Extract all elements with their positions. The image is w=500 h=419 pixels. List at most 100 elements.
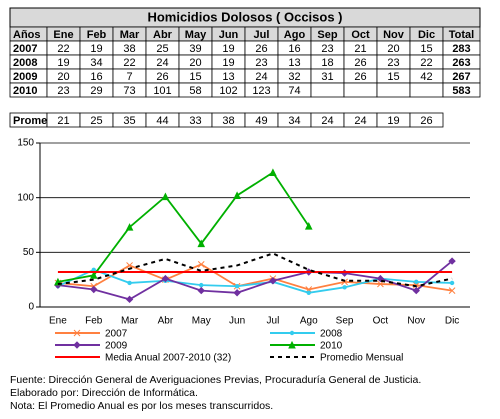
series-line: [57, 252, 453, 288]
cell-text: Abr: [153, 29, 173, 41]
cell-text: 34: [288, 115, 300, 127]
point: [304, 221, 313, 230]
cell-text: 38: [123, 43, 135, 55]
cell-text: 23: [387, 57, 399, 69]
cell-text: 32: [288, 71, 300, 83]
legend-marker: [288, 340, 296, 349]
point: [125, 223, 134, 231]
point: [161, 274, 170, 283]
point: [199, 282, 204, 288]
x-tick-label: Jul: [267, 316, 280, 327]
y-tick-label: 0: [28, 302, 34, 313]
cell-text: 23: [57, 85, 69, 97]
cell-text: 583: [452, 85, 470, 97]
cell-text: 16: [90, 71, 102, 83]
table-cell: [343, 82, 378, 98]
cell-text: Mar: [120, 29, 140, 41]
cell-text: Años: [13, 29, 41, 41]
point: [448, 257, 456, 265]
legend-label: 2007: [105, 329, 128, 340]
cell-text: 267: [452, 71, 470, 83]
point: [377, 280, 384, 288]
point: [234, 284, 240, 289]
footnote: Fuente: Dirección General de Averiguacio…: [10, 374, 421, 386]
point: [161, 192, 170, 201]
cell-text: 2009: [13, 71, 37, 83]
table-cell: [310, 82, 345, 98]
point: [90, 285, 98, 294]
cell-text: 38: [222, 115, 234, 127]
cell-text: 16: [288, 43, 300, 55]
x-tick-label: Mar: [121, 316, 139, 327]
legend-label: Promedio Mensual: [320, 353, 403, 364]
cell-text: 24: [156, 57, 168, 69]
cell-text: 39: [189, 43, 201, 55]
cell-text: Dic: [418, 29, 435, 41]
cell-text: 15: [189, 71, 201, 83]
cell-text: 283: [452, 43, 470, 55]
series-line: [57, 268, 453, 294]
table-cell: [409, 82, 444, 98]
series-line: [57, 260, 453, 301]
table-title: Homicidios Dolosos ( Occisos ): [147, 9, 342, 24]
cell-text: 22: [420, 57, 432, 69]
legend-marker: [73, 329, 81, 337]
cell-text: 2008: [13, 57, 37, 69]
legend-label: Media Anual 2007-2010 (32): [105, 353, 231, 364]
cell-text: 26: [354, 71, 366, 83]
table-cell: [376, 82, 411, 98]
x-tick-label: Feb: [85, 316, 103, 327]
cell-text: 19: [57, 57, 69, 69]
cell-text: May: [185, 29, 207, 41]
point: [412, 281, 420, 289]
series-line: [57, 171, 310, 283]
cell-text: 13: [288, 57, 300, 69]
cell-text: 29: [90, 85, 102, 97]
cell-text: Oct: [351, 29, 370, 41]
y-tick-label: 100: [17, 192, 34, 203]
cell-text: 19: [222, 43, 234, 55]
cell-text: 44: [156, 115, 168, 127]
cell-text: 49: [255, 115, 267, 127]
cell-text: 58: [189, 85, 201, 97]
cell-text: 20: [57, 71, 69, 83]
legend-label: 2008: [320, 329, 343, 340]
cell-text: 2007: [13, 43, 37, 55]
point: [269, 277, 277, 285]
point: [233, 191, 241, 199]
table-cell: [442, 82, 481, 98]
x-tick-label: Ene: [49, 316, 67, 327]
cell-text: 22: [57, 43, 69, 55]
x-tick-label: Oct: [373, 316, 389, 327]
cell-text: 42: [420, 71, 432, 83]
point: [341, 278, 348, 286]
cell-text: 31: [321, 71, 333, 83]
cell-text: Ene: [53, 29, 73, 41]
x-tick-label: Jun: [229, 316, 245, 327]
x-tick-label: Nov: [407, 316, 425, 327]
cell-text: 74: [288, 85, 300, 97]
point: [89, 271, 98, 279]
cell-text: 19: [387, 115, 399, 127]
cell-text: 263: [452, 57, 470, 69]
footnote: Nota: El Promedio Anual es por los meses…: [10, 400, 273, 412]
table-cell: [409, 112, 444, 128]
footnote: Elaborado por: Dirección de Informática.: [10, 387, 198, 399]
cell-text: 20: [387, 43, 399, 55]
cell-text: 25: [90, 115, 102, 127]
cell-text: 23: [255, 57, 267, 69]
cell-text: 26: [255, 43, 267, 55]
cell-text: Sep: [317, 29, 337, 41]
cell-text: 26: [354, 57, 366, 69]
cell-text: 24: [255, 71, 267, 83]
x-tick-label: Dic: [445, 316, 459, 327]
point: [412, 286, 420, 295]
legend-marker: [73, 341, 81, 349]
point: [233, 289, 241, 297]
series-line: [57, 263, 453, 292]
x-tick-label: Sep: [336, 316, 354, 327]
cell-text: 7: [126, 71, 132, 83]
point: [306, 290, 311, 295]
legend-label: 2009: [105, 341, 128, 352]
